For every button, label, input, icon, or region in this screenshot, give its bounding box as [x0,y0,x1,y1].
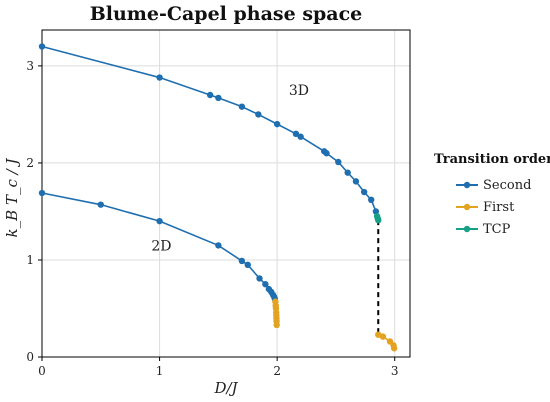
y-axis-label: k_B T_c / J [3,158,21,238]
point-second-3d-2 [206,91,214,99]
point-second-3d-13 [352,178,360,185]
point-second-3d-0 [38,43,46,50]
point-second-2d-1 [97,201,104,208]
point-second-3d-1 [156,74,163,81]
point-first-2d-7 [273,321,280,329]
point-second-3d-12 [344,169,351,176]
point-second-3d-6 [273,120,281,128]
legend-title: Transition order [434,152,550,167]
legend: Transition order Second First TCP [434,152,550,237]
y-tick-label-1: 1 [26,253,34,267]
y-tick-label-0: 0 [26,350,34,364]
point-second-2d-3 [215,242,222,249]
chart-title: Blume-Capel phase space [90,3,363,25]
point-tcp-3d-2 [375,216,382,224]
point-second-2d-4 [238,257,246,265]
x-tick-label-2: 2 [273,364,281,378]
x-axis-label: D/J [213,379,238,397]
annotation-3d: 3D [289,83,309,99]
point-second-2d-6 [256,275,263,282]
series-lines [41,45,395,349]
point-second-3d-14 [360,188,368,196]
legend-label-first: First [483,200,515,215]
legend-marker-first [463,203,471,211]
point-second-3d-8 [297,133,304,140]
point-second-3d-16 [372,208,380,215]
annotations: 3D 2D [151,83,309,254]
legend-marker-tcp [463,225,471,233]
legend-label-second: Second [483,178,531,193]
point-second-3d-4 [238,103,246,110]
point-second-3d-15 [368,196,375,204]
grid [41,30,410,358]
x-tick-label-1: 1 [156,364,164,378]
point-second-3d-11 [335,158,342,166]
annotation-2d: 2D [151,238,171,254]
point-second-3d-7 [292,130,300,138]
plot-frame [41,29,411,358]
legend-label-tcp: TCP [483,222,511,237]
axis-ticks: 0 1 2 3 0 1 2 3 [26,59,398,378]
point-second-2d-0 [38,189,46,197]
point-second-3d-10 [323,150,330,157]
point-first-3d-4 [390,345,398,352]
x-tick-label-3: 3 [391,364,399,378]
legend-marker-second [463,181,471,189]
point-second-2d-2 [156,217,163,225]
series-line-second-3d [41,45,377,212]
x-tick-label-0: 0 [38,364,46,378]
y-tick-label-3: 3 [26,59,34,73]
point-second-3d-3 [215,94,222,102]
y-tick-label-2: 2 [26,156,34,170]
series-points [38,43,398,352]
point-second-3d-5 [255,111,262,118]
point-second-2d-7 [262,281,269,288]
point-first-3d-1 [379,333,387,340]
point-second-2d-5 [244,261,251,269]
